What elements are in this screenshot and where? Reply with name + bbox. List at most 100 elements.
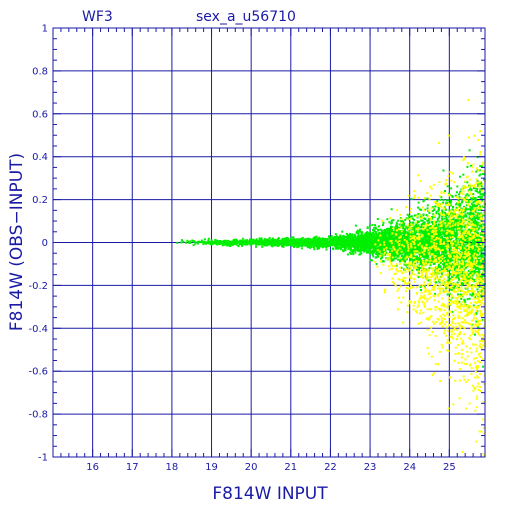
data-point: [415, 268, 418, 271]
data-point: [376, 253, 379, 256]
data-point: [300, 247, 303, 250]
data-point: [429, 233, 432, 236]
data-point: [475, 237, 478, 240]
data-point: [423, 240, 426, 243]
data-point: [419, 261, 422, 264]
data-point: [480, 181, 483, 184]
data-point: [440, 196, 443, 199]
data-point: [351, 236, 354, 239]
data-point: [472, 201, 475, 204]
data-point: [463, 215, 466, 218]
data-point: [387, 242, 390, 245]
data-point: [478, 270, 481, 273]
data-point: [297, 240, 300, 243]
data-point: [344, 238, 347, 241]
data-point: [381, 245, 384, 248]
data-point: [391, 251, 394, 254]
data-point: [387, 245, 390, 248]
data-point: [269, 240, 272, 243]
data-point: [473, 255, 476, 258]
data-point: [403, 242, 406, 245]
data-point: [475, 226, 478, 229]
data-point: [481, 272, 484, 275]
data-point: [361, 249, 364, 252]
data-point: [481, 260, 484, 263]
data-point: [450, 221, 453, 224]
data-point: [438, 220, 441, 223]
data-point: [427, 222, 430, 225]
data-point: [368, 238, 371, 241]
data-point: [300, 244, 303, 247]
data-point: [472, 213, 475, 216]
data-point: [481, 199, 484, 202]
data-point: [417, 266, 420, 269]
data-point: [473, 216, 476, 219]
data-point: [411, 227, 414, 230]
data-point: [347, 247, 350, 250]
data-point: [366, 226, 369, 229]
data-point: [242, 237, 245, 240]
data-point: [443, 217, 446, 220]
data-point: [472, 248, 475, 251]
data-point: [459, 227, 462, 230]
data-point: [432, 262, 435, 265]
data-point: [443, 262, 446, 265]
data-point: [445, 217, 448, 220]
data-point: [482, 279, 485, 282]
data-point: [258, 243, 261, 246]
data-point: [380, 236, 383, 239]
data-point: [458, 225, 461, 228]
data-point: [447, 199, 450, 202]
data-point: [477, 240, 480, 243]
data-point: [395, 221, 398, 224]
data-point: [446, 227, 449, 230]
data-point: [353, 249, 356, 252]
data-point: [218, 241, 221, 244]
data-point: [412, 244, 415, 247]
data-point: [458, 278, 461, 281]
data-point: [481, 261, 484, 264]
data-point: [347, 246, 350, 249]
data-point: [292, 238, 295, 241]
data-point: [361, 231, 364, 234]
data-point: [437, 206, 440, 209]
data-point: [449, 250, 452, 253]
data-point: [420, 246, 423, 249]
data-point: [410, 248, 413, 251]
data-point: [439, 228, 442, 231]
data-point: [455, 222, 458, 225]
data-point: [349, 248, 352, 251]
data-point: [313, 237, 316, 240]
data-point: [363, 233, 366, 236]
data-point: [417, 201, 420, 204]
data-point: [454, 254, 457, 257]
data-point: [423, 237, 426, 240]
data-point: [413, 230, 416, 233]
data-point: [395, 254, 398, 257]
data-point: [469, 213, 472, 216]
data-point: [391, 244, 394, 247]
data-point: [380, 251, 383, 254]
data-point: [477, 242, 480, 245]
data-point: [318, 247, 321, 250]
data-point: [287, 239, 290, 242]
data-point: [393, 255, 396, 258]
data-point: [475, 249, 478, 252]
data-point: [457, 218, 460, 221]
data-point: [443, 206, 446, 209]
data-point: [416, 261, 419, 264]
data-point: [362, 236, 365, 239]
data-point: [425, 229, 428, 232]
data-point: [477, 291, 480, 294]
data-point: [344, 249, 347, 252]
data-point: [235, 242, 238, 245]
data-point: [455, 239, 458, 242]
data-point: [461, 225, 464, 228]
data-point: [349, 244, 352, 247]
data-point: [299, 237, 302, 240]
data-point: [321, 246, 324, 249]
data-point: [461, 244, 464, 247]
data-point: [285, 239, 288, 242]
data-point: [458, 300, 461, 303]
data-point: [451, 218, 454, 221]
